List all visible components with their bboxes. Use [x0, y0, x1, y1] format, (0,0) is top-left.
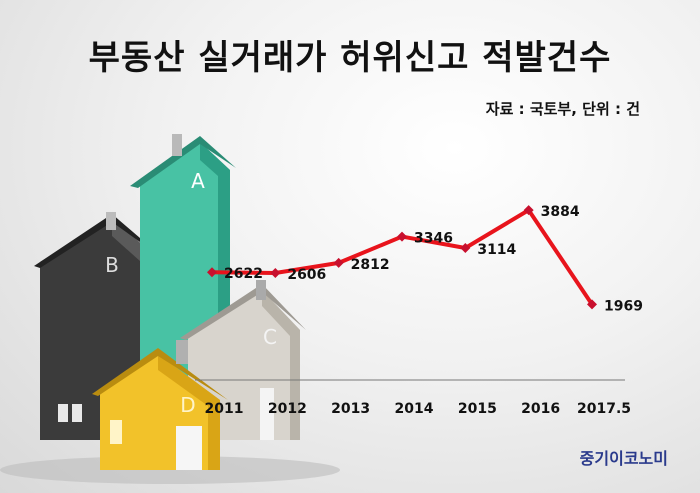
x-tick-label: 2012: [268, 401, 307, 417]
x-tick-label: 2017.5: [577, 401, 631, 417]
data-label: 3346: [414, 231, 453, 247]
house-d-letter: D: [180, 393, 195, 417]
brand-logo-text: 중기이코노미: [579, 449, 668, 468]
marker-layer: [207, 205, 597, 310]
data-label: 2622: [224, 266, 263, 282]
x-tick-label: 2013: [331, 401, 370, 417]
x-tick-label: 2011: [205, 401, 244, 417]
data-point-marker: [460, 242, 471, 253]
source-note: 자료 : 국토부, 단위 : 건: [485, 100, 640, 118]
x-tick-label: 2016: [521, 401, 560, 417]
data-point-marker: [523, 205, 534, 216]
house-c-letter: C: [263, 325, 277, 349]
house-a-letter: A: [191, 169, 205, 193]
data-point-marker: [333, 257, 344, 268]
house-b-letter: B: [105, 253, 119, 277]
data-point-marker: [207, 267, 217, 278]
x-tick-layer: 2011 2012 2013 2014 2015 2016 2017.5: [205, 401, 632, 417]
house-d-illustration: D: [92, 340, 228, 470]
data-point-marker: [397, 231, 407, 242]
series-line: [211, 208, 594, 306]
data-label: 1969: [604, 298, 643, 314]
chart-title: 부동산 실거래가 허위신고 적발건수: [88, 38, 612, 78]
houses-illustration: B A C D: [0, 134, 340, 484]
data-label-layer: 2622 2606 2812 3346 3114 3884 1969: [224, 204, 643, 314]
data-label: 2606: [287, 267, 326, 283]
x-tick-label: 2014: [395, 401, 434, 417]
data-label: 3884: [541, 204, 580, 220]
data-point-marker: [270, 267, 281, 278]
x-tick-label: 2015: [458, 401, 497, 417]
data-label: 3114: [477, 242, 516, 258]
data-point-marker: [587, 299, 597, 310]
series-layer: [211, 208, 594, 306]
data-label: 2812: [351, 257, 390, 273]
